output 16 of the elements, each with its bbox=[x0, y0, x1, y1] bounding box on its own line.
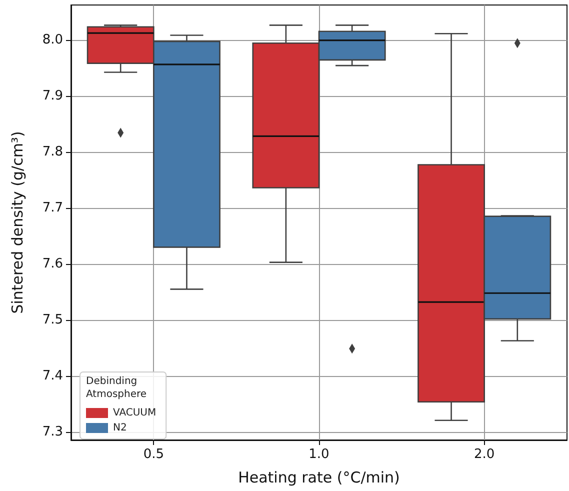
y-tick-label: 7.8 bbox=[42, 144, 63, 160]
y-tick-label: 7.5 bbox=[42, 312, 63, 328]
y-axis-title: Sintered density (g/cm³) bbox=[8, 131, 26, 314]
x-axis-title: Heating rate (°C/min) bbox=[238, 468, 400, 486]
y-tick-label: 7.4 bbox=[42, 368, 63, 384]
legend-title: Debinding Atmosphere bbox=[86, 376, 147, 400]
y-tick-label: 7.9 bbox=[42, 88, 63, 104]
x-tick-label: 0.5 bbox=[143, 447, 164, 462]
x-tick-label: 2.0 bbox=[474, 447, 495, 462]
legend-label: VACUUM bbox=[113, 408, 156, 418]
y-tick-label: 7.3 bbox=[42, 424, 63, 440]
y-tick-label: 8.0 bbox=[42, 32, 63, 48]
x-tick-label: 1.0 bbox=[308, 447, 330, 462]
legend-label: N2 bbox=[113, 422, 127, 434]
y-tick-label: 7.6 bbox=[42, 256, 63, 272]
y-tick-label: 7.7 bbox=[42, 200, 63, 216]
